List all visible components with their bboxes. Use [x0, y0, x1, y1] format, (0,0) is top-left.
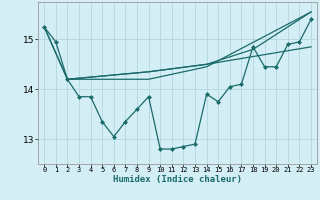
X-axis label: Humidex (Indice chaleur): Humidex (Indice chaleur): [113, 175, 242, 184]
